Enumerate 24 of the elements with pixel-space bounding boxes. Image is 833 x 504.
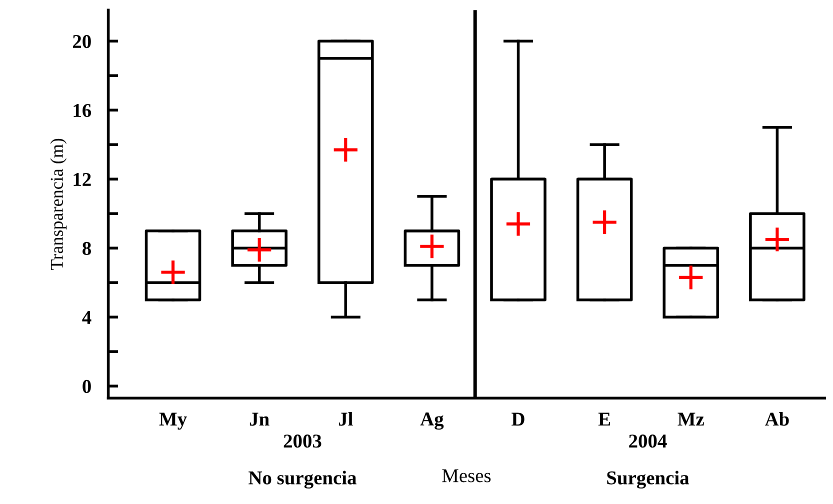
y-tick-label: 4	[82, 311, 92, 324]
x-tick-label: E	[598, 412, 610, 426]
text: 2004	[629, 434, 667, 448]
point	[765, 228, 790, 252]
x-tick-label: Jl	[338, 412, 353, 426]
x-tick-label: Ag	[420, 412, 444, 430]
x-tick-label: D	[512, 412, 524, 426]
point	[592, 210, 616, 234]
point	[506, 212, 530, 236]
y-tick-label: 8	[82, 242, 91, 256]
point	[334, 138, 358, 162]
x-tick-label: Ab	[764, 412, 789, 426]
y-tick-label: 16	[74, 104, 92, 118]
x-tick-label: My	[159, 412, 187, 430]
text: 2003	[284, 434, 322, 448]
x-axis-title: Meses	[442, 469, 491, 482]
y-tick-label: 20	[72, 34, 91, 48]
x-tick-label: Jn	[250, 412, 270, 426]
y-tick-label: 12	[74, 172, 91, 186]
y-axis-title: Transparencia (m)	[50, 138, 67, 270]
y-tick-label: 0	[82, 380, 91, 394]
text: Surgencia	[607, 470, 690, 489]
text: No surgencia	[248, 470, 356, 489]
x-tick-label: Mz	[678, 412, 704, 426]
